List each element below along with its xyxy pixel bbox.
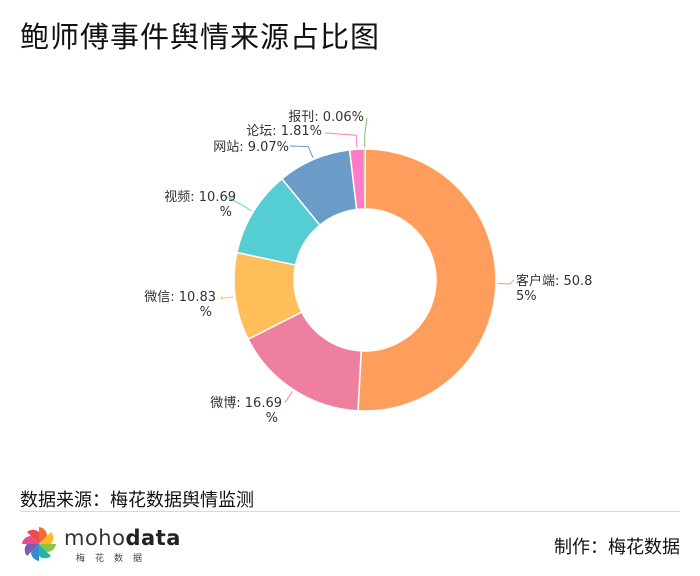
- slice-label-微博: 微博: 16.69: [210, 396, 282, 411]
- slice-label-微信: %: [200, 305, 212, 320]
- leader-line-视频: [224, 195, 252, 212]
- slice-label-客户端: 5%: [516, 289, 537, 304]
- brand-subtitle: 梅花数据: [76, 554, 153, 564]
- slice-label-客户端: 客户端: 50.8: [516, 273, 592, 289]
- slice-label-视频: %: [220, 205, 232, 220]
- chart-title: 鲍师傅事件舆情来源占比图: [20, 20, 381, 54]
- data-source-note: 数据来源：梅花数据舆情监测: [20, 490, 254, 511]
- pinwheel-logo-icon: [22, 527, 56, 561]
- slice-label-微博: %: [266, 411, 278, 426]
- slice-客户端: [357, 148, 497, 412]
- leader-line-网站: [289, 145, 314, 158]
- donut-chart: 客户端: 50.85%微博: 16.69%微信: 10.83%视频: 10.69…: [144, 110, 592, 426]
- leader-line-论坛: [324, 132, 358, 148]
- maker-credit: 制作：梅花数据: [554, 537, 680, 558]
- leader-line-微信: [220, 295, 234, 300]
- brand-wordmark-light: moho: [64, 526, 126, 550]
- slice-label-视频: 视频: 10.69: [164, 190, 236, 205]
- leader-line-报刊: [364, 117, 368, 148]
- slice-论坛: [348, 148, 366, 211]
- slice-label-报刊: 报刊: 0.06%: [288, 110, 364, 125]
- footer-divider: [20, 511, 680, 512]
- leader-line-微博: [284, 391, 293, 403]
- brand-wordmark-bold: data: [125, 526, 181, 550]
- slice-label-网站: 网站: 9.07%: [213, 140, 289, 155]
- slice-label-论坛: 论坛: 1.81%: [246, 124, 322, 139]
- brand-wordmark: mohodata: [64, 526, 181, 550]
- slice-label-微信: 微信: 10.83: [144, 290, 216, 305]
- leader-line-客户端: [497, 279, 515, 285]
